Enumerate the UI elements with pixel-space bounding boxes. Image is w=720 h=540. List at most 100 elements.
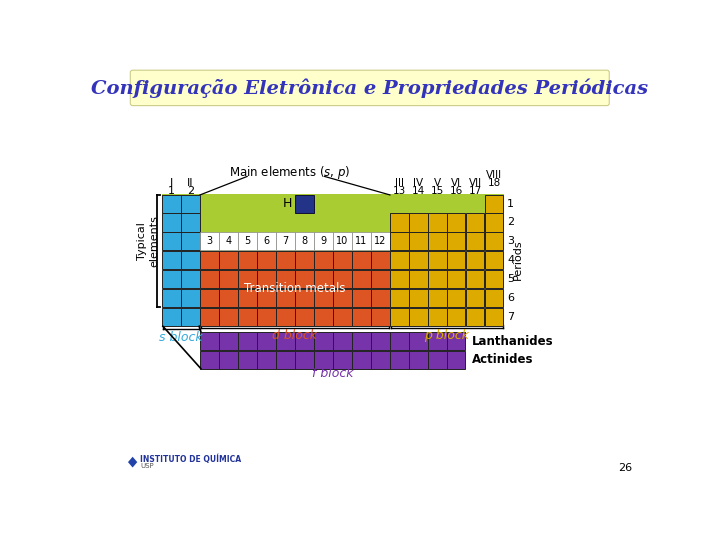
Bar <box>333 232 351 251</box>
Text: d block: d block <box>272 329 318 342</box>
Bar <box>428 270 446 288</box>
Bar <box>200 289 219 307</box>
Bar <box>238 351 256 369</box>
Bar <box>181 270 199 288</box>
Text: 11: 11 <box>355 237 368 246</box>
Text: 4: 4 <box>507 255 514 265</box>
Text: 4: 4 <box>225 237 232 246</box>
Text: 18: 18 <box>487 178 501 188</box>
Text: V: V <box>434 178 441 187</box>
Text: IV: IV <box>413 178 423 187</box>
Bar <box>315 289 333 307</box>
Text: 7: 7 <box>282 237 289 246</box>
Bar <box>238 289 256 307</box>
Bar <box>276 308 294 326</box>
Bar <box>200 232 390 251</box>
Bar <box>352 232 371 251</box>
Bar <box>409 308 428 326</box>
Bar <box>485 213 503 232</box>
Bar <box>163 270 181 288</box>
Bar <box>390 332 408 350</box>
Bar <box>315 308 333 326</box>
Bar <box>200 308 219 326</box>
Text: 13: 13 <box>393 186 406 196</box>
Bar <box>295 251 314 269</box>
Text: 10: 10 <box>336 237 348 246</box>
Bar <box>352 351 371 369</box>
Text: 5: 5 <box>244 237 251 246</box>
Text: Transition metals: Transition metals <box>244 282 346 295</box>
Text: USP: USP <box>140 463 154 469</box>
Bar <box>333 332 351 350</box>
Text: 5: 5 <box>507 274 514 284</box>
Bar <box>315 232 333 251</box>
Bar <box>372 232 390 251</box>
Bar <box>162 232 200 251</box>
Bar <box>276 232 294 251</box>
Bar <box>276 270 294 288</box>
Text: 6: 6 <box>507 293 514 303</box>
Bar <box>200 351 219 369</box>
Bar <box>467 213 485 232</box>
Bar <box>485 194 503 213</box>
Bar <box>409 351 428 369</box>
Bar <box>352 270 371 288</box>
Bar <box>220 351 238 369</box>
Bar <box>409 251 428 269</box>
Bar <box>428 351 446 369</box>
Bar <box>352 289 371 307</box>
Bar <box>163 251 181 269</box>
Bar <box>372 251 390 269</box>
Bar <box>390 289 408 307</box>
Bar <box>295 332 314 350</box>
Bar <box>258 351 276 369</box>
Bar <box>163 289 181 307</box>
Text: 9: 9 <box>320 237 327 246</box>
Bar <box>390 213 408 232</box>
Bar <box>467 251 485 269</box>
Bar <box>295 308 314 326</box>
Bar <box>372 351 390 369</box>
Bar <box>220 251 238 269</box>
Bar <box>428 332 446 350</box>
Bar <box>276 332 294 350</box>
Bar <box>409 213 428 232</box>
Bar <box>372 332 390 350</box>
Bar <box>181 194 199 213</box>
Bar <box>276 289 294 307</box>
Text: 8: 8 <box>302 237 307 246</box>
Bar <box>163 194 181 213</box>
Bar <box>258 289 276 307</box>
Bar <box>447 251 466 269</box>
Bar <box>372 289 390 307</box>
Bar <box>315 351 333 369</box>
Text: III: III <box>395 178 404 187</box>
Bar <box>333 251 351 269</box>
Bar <box>333 270 351 288</box>
Text: 1: 1 <box>168 186 175 196</box>
Bar <box>200 232 219 251</box>
Bar <box>390 251 408 269</box>
Bar <box>276 251 294 269</box>
Bar <box>162 194 504 232</box>
Bar <box>447 232 466 251</box>
Bar <box>428 289 446 307</box>
Bar <box>333 289 351 307</box>
Bar <box>409 232 428 251</box>
Text: 6: 6 <box>264 237 269 246</box>
Bar <box>181 232 199 251</box>
Bar <box>447 351 466 369</box>
Bar <box>220 332 238 350</box>
Text: VIII: VIII <box>486 170 503 180</box>
Bar <box>467 232 485 251</box>
Bar <box>315 251 333 269</box>
Bar <box>238 270 256 288</box>
Bar <box>428 251 446 269</box>
Text: Main elements ($s$, $p$): Main elements ($s$, $p$) <box>229 164 351 181</box>
Bar <box>295 351 314 369</box>
Text: f block: f block <box>312 367 354 380</box>
Bar <box>447 213 466 232</box>
Bar <box>295 289 314 307</box>
Bar <box>181 308 199 326</box>
Text: 7: 7 <box>507 312 514 322</box>
